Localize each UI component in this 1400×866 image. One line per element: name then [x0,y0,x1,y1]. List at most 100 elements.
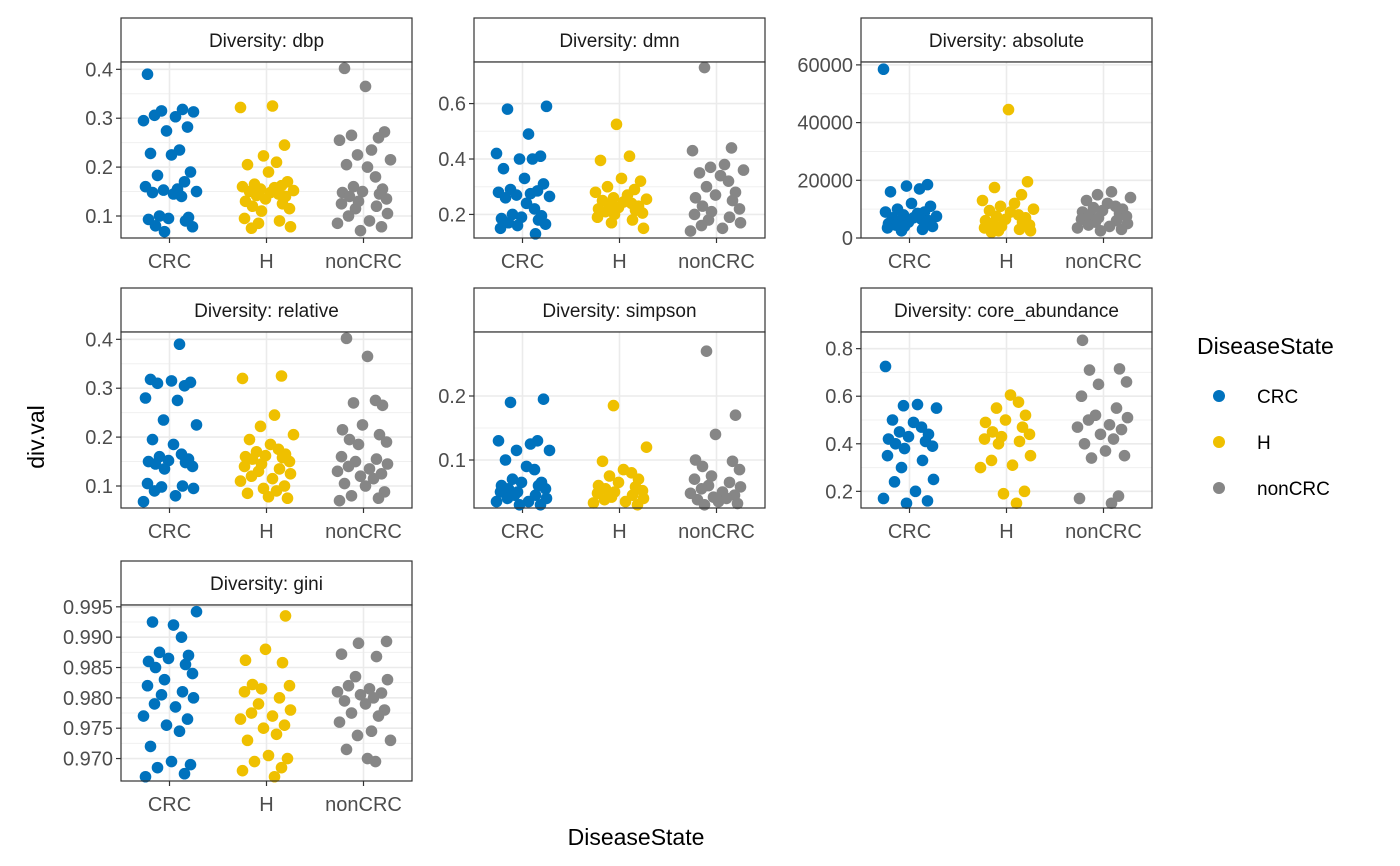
data-point-noncrc [381,673,394,686]
data-point-noncrc [733,463,746,476]
data-point-h [262,490,275,503]
data-point-h [1018,485,1031,498]
data-point-crc [146,616,159,628]
x-tick-label: nonCRC [678,521,755,543]
data-point-crc [501,492,514,505]
data-point-crc [175,631,188,643]
data-point-crc [153,210,166,222]
data-point-noncrc [349,202,362,215]
data-point-h [591,211,604,224]
data-point-h [287,184,300,197]
data-point-noncrc [369,171,382,183]
data-point-crc [497,162,510,175]
legend-key-noncrc [1213,482,1225,494]
data-point-crc [499,454,512,466]
data-point-noncrc [376,399,389,412]
data-point-crc [494,222,507,235]
data-point-noncrc [1112,490,1125,502]
data-point-noncrc [351,729,364,742]
data-point-crc [506,473,519,486]
data-point-noncrc [1078,437,1091,450]
facet-strip [120,17,413,63]
data-point-crc [148,485,161,497]
data-point-h [266,710,279,722]
data-point-noncrc [342,460,355,473]
data-point-h [270,485,283,497]
data-point-h [976,194,989,207]
data-point-crc [176,103,189,116]
data-point-h [245,222,258,235]
data-point-noncrc [343,190,356,203]
data-point-noncrc [352,438,365,451]
data-point-h [986,426,999,438]
y-tick-label: 0.975 [63,718,113,740]
y-tick-label: 0.2 [85,157,113,179]
data-point-crc [877,492,890,505]
data-point-crc [181,121,194,133]
data-point-h [594,154,607,167]
data-point-crc [895,461,908,474]
data-point-crc [157,184,170,196]
data-point-noncrc [716,222,729,235]
data-point-crc [178,767,191,780]
data-point-noncrc [363,215,376,227]
data-point-crc [893,426,906,438]
data-point-h [619,495,632,508]
y-tick-label: 0.2 [438,204,466,226]
data-point-h [275,370,288,382]
data-point-h [245,470,258,483]
x-tick-label: CRC [501,251,544,273]
y-tick-label: 0.2 [438,386,466,408]
data-point-noncrc [345,707,358,719]
data-point-noncrc [737,164,750,176]
data-point-h [281,752,294,765]
data-point-crc [158,673,171,686]
data-point-h [994,200,1007,213]
data-point-noncrc [365,144,378,156]
data-point-crc [144,147,157,160]
data-point-noncrc [1124,191,1137,204]
data-point-h [1015,188,1028,201]
data-point-crc [149,219,162,232]
y-tick-label: 0.6 [438,94,466,116]
data-point-noncrc [1110,402,1123,414]
data-point-noncrc [361,350,374,363]
data-point-noncrc [1113,363,1126,375]
data-point-crc [900,180,913,192]
data-point-h [273,215,286,227]
data-point-noncrc [693,167,706,179]
data-point-crc [141,477,154,490]
data-point-h [626,214,639,226]
data-point-noncrc [1071,222,1084,234]
data-point-crc [146,186,159,199]
data-point-h [634,175,647,187]
data-point-noncrc [1071,421,1084,433]
data-point-noncrc [349,670,362,683]
data-point-h [259,193,272,205]
y-tick-label: 0.990 [63,627,113,649]
data-point-h [262,166,275,178]
y-tick-label: 0.4 [825,434,853,456]
data-point-crc [190,419,203,431]
data-point-crc [160,719,173,731]
data-point-noncrc [688,208,701,221]
data-point-h [999,414,1012,426]
data-point-noncrc [333,494,346,507]
data-point-noncrc [372,131,385,144]
data-point-noncrc [698,61,711,74]
data-point-h [284,220,297,233]
data-point-crc [537,393,550,406]
data-point-crc [158,463,171,475]
data-point-noncrc [384,153,397,166]
data-point-h [248,755,261,768]
data-point-noncrc [367,472,380,485]
x-tick-label: H [999,521,1013,543]
data-point-h [1027,203,1040,215]
data-point-noncrc [363,463,376,475]
data-point-noncrc [1085,452,1098,464]
data-point-h [605,216,618,229]
data-point-noncrc [684,225,697,237]
